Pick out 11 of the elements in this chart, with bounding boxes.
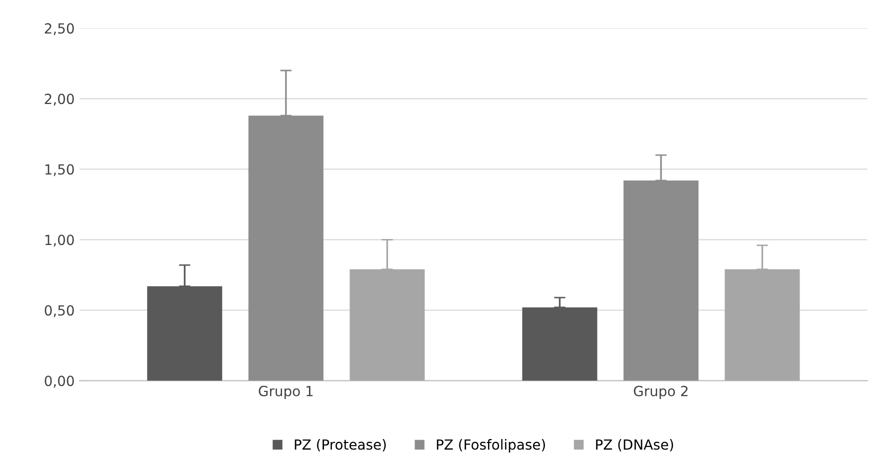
legend-label: PZ (Fosfolipase): [436, 439, 545, 452]
y-tick-label: 2,50: [44, 23, 74, 36]
x-tick-label: Grupo 2: [634, 386, 688, 400]
y-tick-label: 0,50: [44, 305, 74, 318]
y-tick-label: 1,50: [45, 164, 74, 176]
legend-label: PZ (DNAse): [596, 439, 674, 452]
y-tick-label: 0,00: [44, 376, 74, 388]
y-tick-label: 1,00: [45, 234, 74, 247]
legend-label: PZ (Protease): [294, 439, 386, 452]
x-tick-label: Grupo 1: [258, 386, 313, 400]
y-tick-label: 2,00: [44, 94, 74, 106]
